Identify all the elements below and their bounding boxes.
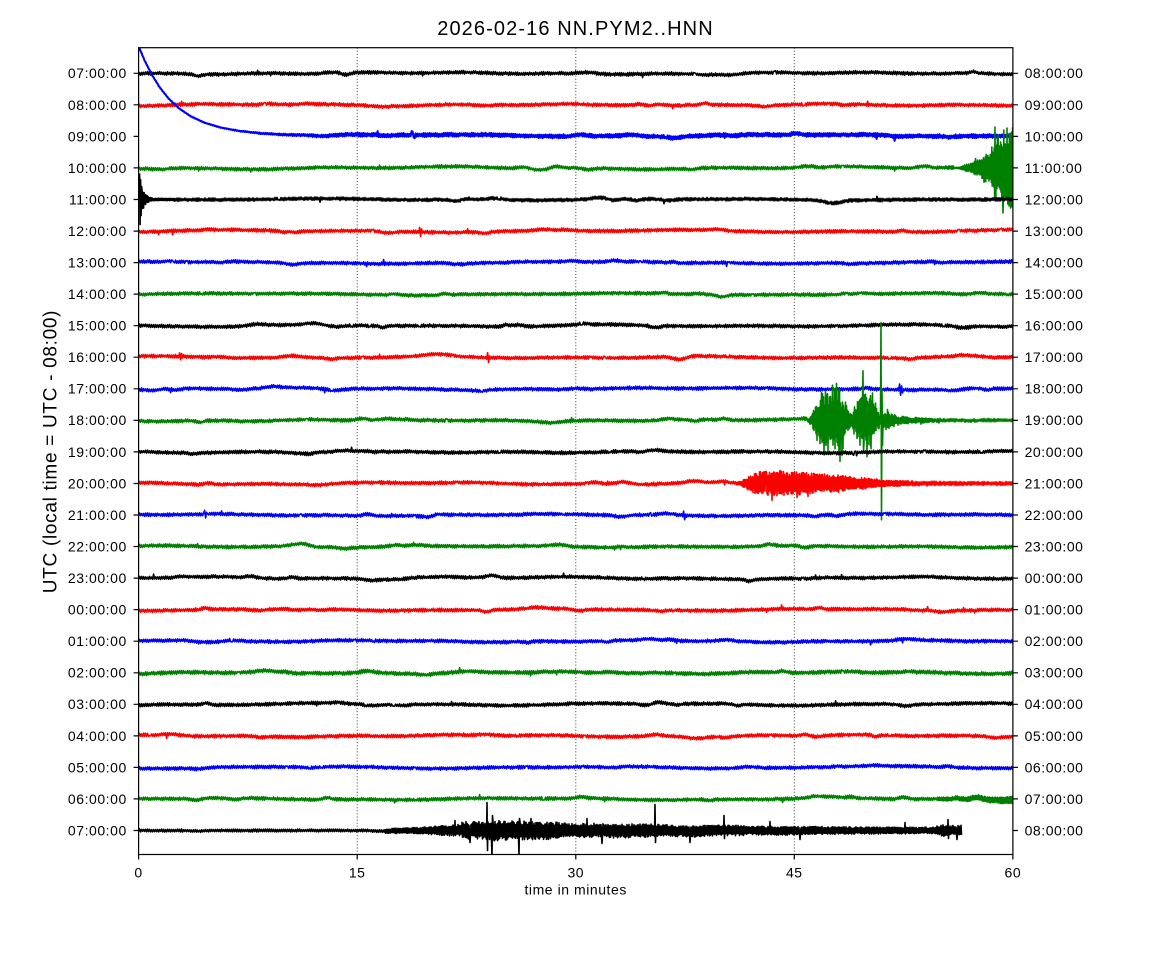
svg-text:30: 30	[567, 864, 584, 880]
svg-text:16:00:00: 16:00:00	[68, 349, 127, 365]
svg-text:10:00:00: 10:00:00	[68, 160, 127, 176]
svg-text:00:00:00: 00:00:00	[1025, 570, 1084, 586]
svg-text:22:00:00: 22:00:00	[68, 538, 127, 554]
svg-text:10:00:00: 10:00:00	[1025, 128, 1084, 144]
svg-text:14:00:00: 14:00:00	[1025, 255, 1084, 271]
svg-text:21:00:00: 21:00:00	[68, 507, 127, 523]
svg-text:23:00:00: 23:00:00	[1025, 538, 1084, 554]
svg-text:07:00:00: 07:00:00	[68, 822, 127, 838]
svg-text:05:00:00: 05:00:00	[1025, 728, 1084, 744]
svg-text:16:00:00: 16:00:00	[1025, 318, 1084, 334]
svg-text:19:00:00: 19:00:00	[68, 444, 127, 460]
svg-text:15:00:00: 15:00:00	[68, 318, 127, 334]
svg-text:06:00:00: 06:00:00	[1025, 759, 1084, 775]
svg-text:20:00:00: 20:00:00	[1025, 444, 1084, 460]
svg-text:08:00:00: 08:00:00	[1025, 65, 1084, 81]
svg-text:09:00:00: 09:00:00	[1025, 97, 1084, 113]
svg-text:12:00:00: 12:00:00	[1025, 191, 1084, 207]
svg-text:01:00:00: 01:00:00	[1025, 602, 1084, 618]
svg-text:18:00:00: 18:00:00	[68, 412, 127, 428]
svg-text:17:00:00: 17:00:00	[68, 381, 127, 397]
svg-text:13:00:00: 13:00:00	[68, 255, 127, 271]
svg-text:11:00:00: 11:00:00	[1025, 160, 1083, 176]
svg-text:12:00:00: 12:00:00	[68, 223, 127, 239]
svg-text:22:00:00: 22:00:00	[1025, 507, 1084, 523]
svg-text:23:00:00: 23:00:00	[68, 570, 127, 586]
svg-text:18:00:00: 18:00:00	[1025, 381, 1084, 397]
svg-text:21:00:00: 21:00:00	[1025, 475, 1084, 491]
svg-text:09:00:00: 09:00:00	[68, 128, 127, 144]
svg-text:02:00:00: 02:00:00	[1025, 633, 1084, 649]
svg-text:60: 60	[1005, 864, 1022, 880]
svg-text:05:00:00: 05:00:00	[68, 759, 127, 775]
svg-text:20:00:00: 20:00:00	[68, 475, 127, 491]
svg-text:01:00:00: 01:00:00	[68, 633, 127, 649]
svg-text:45: 45	[786, 864, 803, 880]
svg-text:03:00:00: 03:00:00	[1025, 665, 1084, 681]
svg-text:02:00:00: 02:00:00	[68, 665, 127, 681]
svg-text:UTC (local time = UTC - 08:00): UTC (local time = UTC - 08:00)	[41, 310, 62, 593]
svg-text:15: 15	[349, 864, 366, 880]
svg-text:03:00:00: 03:00:00	[68, 696, 127, 712]
svg-text:04:00:00: 04:00:00	[68, 728, 127, 744]
svg-text:07:00:00: 07:00:00	[68, 65, 127, 81]
svg-text:0: 0	[134, 864, 142, 880]
svg-text:time in minutes: time in minutes	[524, 882, 626, 898]
svg-text:00:00:00: 00:00:00	[68, 602, 127, 618]
svg-text:15:00:00: 15:00:00	[1025, 286, 1084, 302]
svg-text:11:00:00: 11:00:00	[69, 191, 127, 207]
svg-text:06:00:00: 06:00:00	[68, 791, 127, 807]
svg-text:08:00:00: 08:00:00	[1025, 822, 1084, 838]
svg-text:07:00:00: 07:00:00	[1025, 791, 1084, 807]
svg-text:08:00:00: 08:00:00	[68, 97, 127, 113]
svg-text:19:00:00: 19:00:00	[1025, 412, 1084, 428]
svg-text:17:00:00: 17:00:00	[1025, 349, 1084, 365]
svg-text:04:00:00: 04:00:00	[1025, 696, 1084, 712]
svg-text:13:00:00: 13:00:00	[1025, 223, 1084, 239]
svg-text:2026-02-16 NN.PYM2..HNN: 2026-02-16 NN.PYM2..HNN	[437, 18, 714, 40]
svg-text:14:00:00: 14:00:00	[68, 286, 127, 302]
